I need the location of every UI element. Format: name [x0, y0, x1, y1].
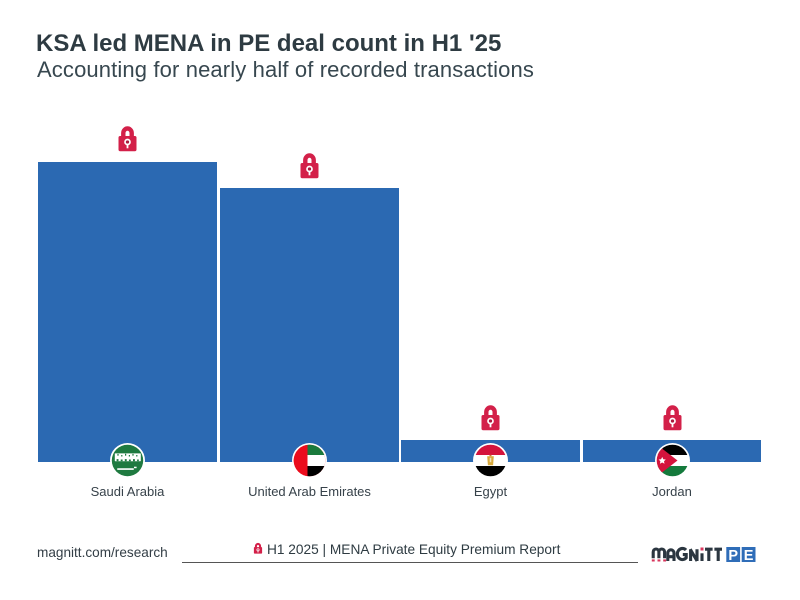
- svg-text:E: E: [744, 548, 754, 564]
- svg-text:P: P: [728, 548, 738, 564]
